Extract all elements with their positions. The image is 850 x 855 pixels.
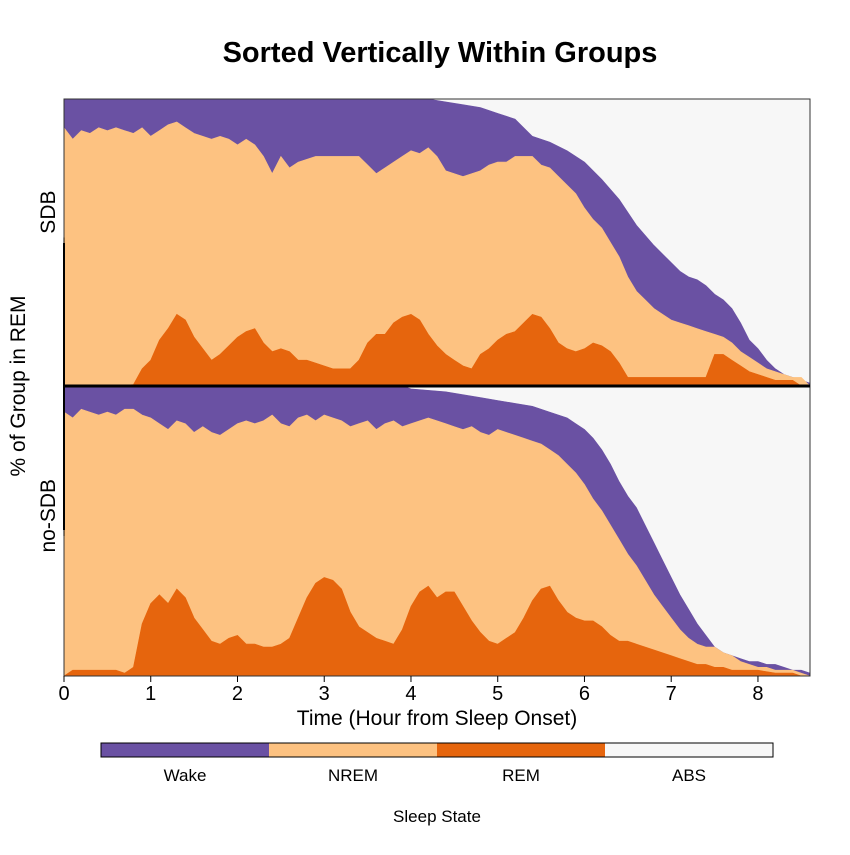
rem-area — [64, 313, 810, 387]
legend-title: Sleep State — [393, 807, 481, 826]
y-axis-label: % of Group in REM — [7, 296, 30, 477]
x-tick-label: 5 — [492, 683, 503, 705]
legend-swatch-wake — [101, 743, 269, 757]
x-axis-label: Time (Hour from Sleep Onset) — [297, 707, 577, 730]
x-axis: 0 1 2 3 4 5 6 7 8 — [58, 676, 764, 705]
chart-title: Sorted Vertically Within Groups — [223, 37, 658, 69]
legend: Wake NREM REM ABS — [100, 742, 774, 785]
panel-label-no-sdb: no-SDB — [37, 479, 60, 553]
legend-label-nrem: NREM — [328, 766, 378, 785]
panel-label-sdb: SDB — [37, 191, 60, 234]
x-tick-label: 4 — [405, 683, 416, 705]
legend-swatch-nrem — [269, 743, 437, 757]
legend-frame — [100, 742, 774, 758]
x-tick-label: 8 — [752, 683, 763, 705]
x-tick-label: 6 — [579, 683, 590, 705]
legend-swatch-rem — [437, 743, 605, 757]
legend-label-wake: Wake — [164, 766, 207, 785]
panels-layer: SDB no-SDB — [37, 98, 811, 677]
x-tick-label: 2 — [232, 683, 243, 705]
x-tick-label: 0 — [58, 683, 69, 705]
x-tick-label: 1 — [145, 683, 156, 705]
legend-label-rem: REM — [502, 766, 540, 785]
nrem-area — [63, 121, 811, 387]
nrem-area — [63, 408, 811, 677]
panel-no-sdb: no-SDB — [37, 385, 811, 677]
legend-swatch-abs — [605, 743, 773, 757]
x-tick-label: 3 — [319, 683, 330, 705]
panel-sdb: SDB — [37, 98, 811, 387]
legend-label-abs: ABS — [672, 766, 706, 785]
rem-area — [63, 577, 810, 677]
x-tick-label: 7 — [666, 683, 677, 705]
